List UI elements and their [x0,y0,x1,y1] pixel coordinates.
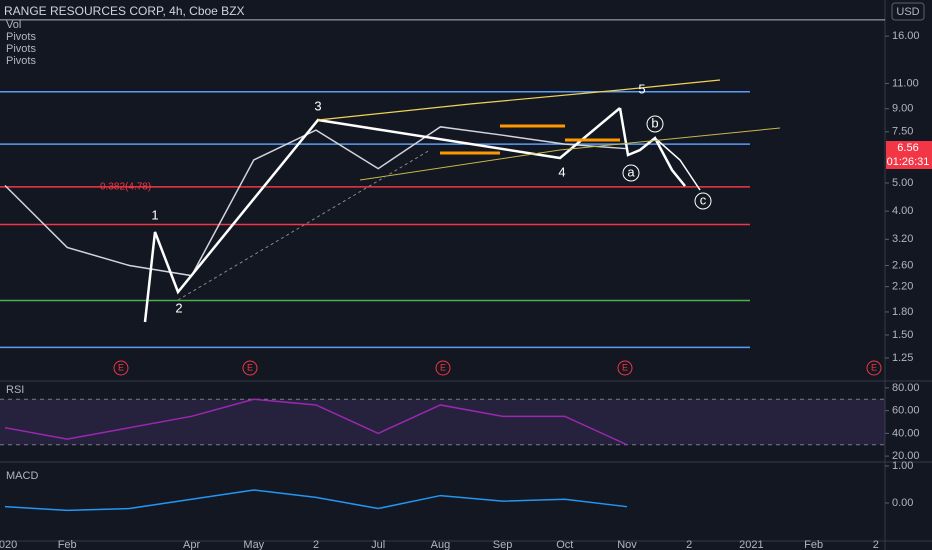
x-tick-label: Jul [371,539,385,550]
y-tick-label: 2.60 [892,259,913,271]
indicator-label: Pivots [6,55,36,67]
indicator-label: Vol [6,19,21,31]
y-tick-label: 1.50 [892,329,913,341]
earnings-label: E [622,362,628,372]
earnings-circle [113,360,129,376]
wave-label: a [627,164,635,179]
earnings-circle [242,360,258,376]
price-tag-countdown: 01:26:31 [887,156,930,168]
y-tick-label: 3.20 [892,233,913,245]
wave-label: 4 [558,164,565,179]
wave-label: 1 [151,207,158,222]
y-tick-label: 9.00 [892,103,913,115]
rsi-band [0,399,885,445]
trend-line [177,149,431,301]
series-line [4,489,628,512]
price-axis [885,0,932,550]
earnings-circle [435,360,451,376]
earnings-markers [113,360,882,376]
pane-title: RSI [6,384,24,396]
earnings-label: E [118,362,124,372]
x-tick-label: May [243,539,264,550]
wave-circle [622,164,640,182]
pane-title: MACD [6,470,38,482]
channel-line [317,79,721,121]
wave-line [143,107,621,323]
y-tick-label: 60.00 [892,405,920,417]
y-tick-label: 1.00 [892,460,913,472]
channel-line [359,127,781,181]
x-tick-label: 2021 [739,539,763,550]
earnings-circle [866,360,882,376]
y-tick-label: 40.00 [892,427,920,439]
indicator-label: Pivots [6,43,36,55]
y-tick-label: 4.00 [892,205,913,217]
y-tick-label: 1.25 [892,352,913,364]
wave-line [618,107,686,187]
earnings-circle [617,360,633,376]
y-tick-label: 80.00 [892,382,920,394]
y-tick-label: 7.50 [892,126,913,138]
x-tick-label: Feb [804,539,823,550]
wave-label: b [651,115,658,130]
indicator-label: Pivots [6,31,36,43]
wave-drawing [143,79,781,323]
x-tick-label: Sep [493,539,513,550]
currency-label[interactable]: USD [896,6,919,18]
x-tick-label: Apr [183,539,200,550]
fib-label: 0.382(4.78) [100,182,151,193]
y-tick-label: 5.00 [892,177,913,189]
wave-label: 3 [314,98,321,113]
series-line [4,398,628,446]
earnings-label: E [247,362,253,372]
wave-label: 2 [175,300,182,315]
symbol-title: RANGE RESOURCES CORP, 4h, Cboe BZX [4,4,245,18]
y-tick-label: 2.20 [892,281,913,293]
earnings-label: E [440,362,446,372]
y-tick-label: 0.00 [892,497,913,509]
wave-label: 5 [638,81,645,96]
x-tick-label: 2 [686,539,692,550]
wave-circles [622,115,712,210]
wave-line [654,137,701,191]
x-tick-label: Nov [617,539,637,550]
x-tick-label: Oct [556,539,573,550]
series-line [4,126,628,277]
earnings-label: E [871,362,877,372]
x-tick-label: 2020 [0,539,17,550]
x-tick-label: 2 [313,539,319,550]
y-tick-label: 1.80 [892,306,913,318]
x-tick-label: Feb [58,539,77,550]
currency-button[interactable] [891,2,925,21]
wave-circle [694,192,712,210]
y-tick-label: 11.00 [892,77,919,89]
price-tag [886,141,932,169]
y-tick-label: 20.00 [892,450,920,462]
x-tick-label: 2 [873,539,879,550]
x-tick-label: Aug [431,539,451,550]
wave-circle [646,115,664,133]
price-tag-value: 6.56 [897,142,918,154]
wave-label: c [700,192,707,207]
y-tick-label: 16.00 [892,30,920,42]
